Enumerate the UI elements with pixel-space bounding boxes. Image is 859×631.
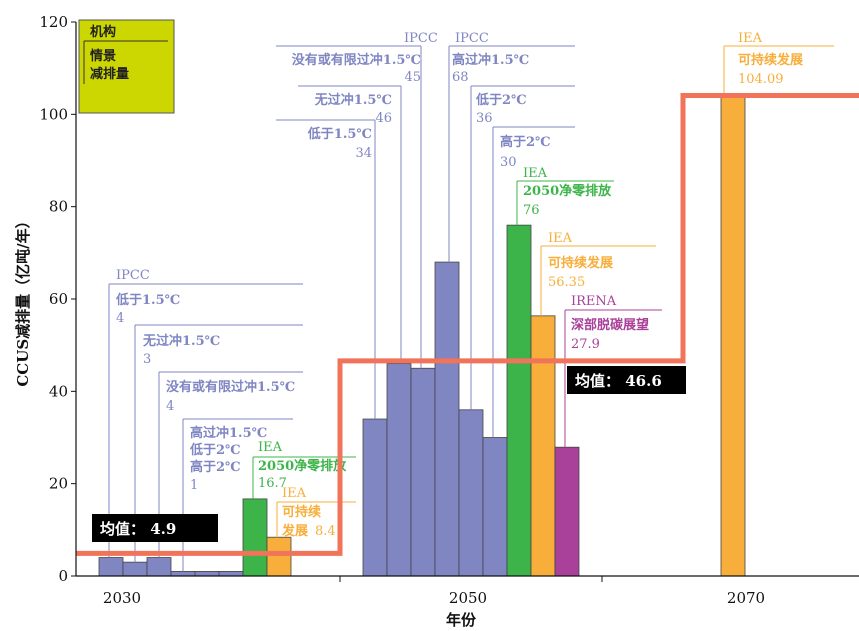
bar-2050-2 (410, 367, 436, 577)
bar-2030-4 (194, 570, 220, 577)
bar-2030-0 (98, 557, 124, 577)
average-box-2030 (92, 514, 218, 542)
y-tick-label-100: 100 (39, 105, 68, 123)
legend-org: 机构 (90, 24, 116, 40)
iea-2070-source: IEA (738, 31, 763, 46)
ipcc-2030-val-5: 1 (190, 478, 198, 493)
average-label-2050: 均值： 46.6 (575, 372, 662, 390)
ipcc-2050-l0-val: 45 (404, 70, 421, 85)
bar-2030-1 (122, 561, 148, 577)
bar-2050-0 (362, 418, 388, 577)
ipcc-2030-val-0: 4 (116, 311, 124, 326)
bar-2050-4 (458, 409, 484, 577)
bar-2050-7 (530, 315, 556, 577)
ipcc-2050-l1-scn: 无过冲1.5℃ (314, 92, 392, 108)
y-tick-label-20: 20 (49, 475, 68, 493)
iea-2070-val: 104.09 (738, 72, 784, 87)
y-tick-label-40: 40 (49, 382, 68, 400)
iea-2030-orange-scn-b: 发展 (281, 523, 309, 539)
y-tick-label-120: 120 (39, 13, 68, 31)
x-tick-label-2030: 2030 (103, 589, 141, 607)
irena-2050-val: 27.9 (571, 337, 600, 352)
ipcc-2030-scn-0: 低于1.5℃ (115, 292, 180, 308)
bar-2030-3 (170, 570, 196, 577)
bar-2070-0 (720, 95, 746, 577)
average-label-2030: 均值： 4.9 (100, 520, 176, 538)
ipcc-2030-val-1: 3 (143, 352, 151, 367)
x-tick-label-2050: 2050 (449, 589, 487, 607)
iea-2050-orange-val: 56.35 (548, 275, 585, 290)
ipcc-2050-l2-val: 34 (355, 146, 372, 161)
ipcc-2050-l2-scn: 低于1.5℃ (307, 126, 372, 142)
legend-box (78, 19, 175, 114)
ipcc-2030-scn-4: 低于2℃ (189, 442, 241, 458)
ipcc-2050-r0-scn: 高过冲1.5℃ (452, 52, 529, 68)
axes-layer: 0 20 40 60 80 100 120 2030 2050 2070 (39, 13, 859, 607)
iea-2050-green-source: IEA (523, 166, 548, 181)
iea-2030-orange-val: 8.4 (315, 524, 336, 539)
ipcc-2030-scn-1: 无过冲1.5℃ (142, 333, 220, 349)
ipcc-2050-right-source: IPCC (455, 31, 489, 46)
bar-2050-8 (554, 446, 580, 577)
iea-2030-orange-source: IEA (282, 486, 307, 501)
ipcc-2050-r1-val: 36 (476, 111, 493, 126)
ipcc-2030-val-2: 4 (166, 399, 174, 414)
bar-2030-2 (146, 557, 172, 577)
bar-2050-3 (434, 261, 460, 577)
irena-2050-source: IRENA (571, 294, 617, 309)
bar-2050-5 (482, 437, 508, 577)
iea-2050-orange-scn: 可持续发展 (548, 255, 614, 271)
y-axis-title: CCUS减排量（亿吨/年） (14, 213, 32, 386)
ipcc-2050-l1-val: 46 (375, 111, 392, 126)
bar-2030-7 (266, 536, 292, 577)
ipcc-2050-r2-scn: 高于2℃ (500, 134, 551, 150)
bar-2050-1 (386, 363, 412, 577)
ipcc-2030-source: IPCC (116, 268, 150, 283)
y-tick-label-80: 80 (49, 198, 68, 216)
ipcc-2050-l0-scn: 没有或有限过冲1.5℃ (292, 52, 421, 68)
iea-2030-orange-scn-a: 可持续 (282, 504, 321, 520)
x-tick-label-2070: 2070 (727, 589, 765, 607)
ipcc-2050-r2-val: 30 (500, 155, 517, 170)
average-box-2050 (567, 366, 686, 394)
bars-layer (98, 95, 746, 577)
ipcc-2050-r0-val: 68 (452, 70, 469, 85)
bar-2030-6 (242, 498, 268, 577)
ipcc-2050-left-source: IPCC (404, 31, 438, 46)
x-axis-title: 年份 (446, 611, 477, 629)
y-tick-label-0: 0 (58, 567, 68, 585)
ipcc-2030-scn-5: 高于2℃ (190, 459, 241, 475)
bar-2050-6 (506, 224, 532, 577)
average-step-line (76, 92, 859, 556)
iea-2050-orange-source: IEA (548, 231, 573, 246)
ipcc-2030-scn-2: 没有或有限过冲1.5℃ (166, 379, 295, 395)
ipcc-2050-r1-scn: 低于2℃ (475, 92, 527, 108)
bar-2030-5 (218, 570, 244, 577)
irena-2050-scn: 深部脱碳展望 (571, 317, 649, 333)
iea-2070-scn: 可持续发展 (738, 52, 804, 68)
annotations-layer: IPCC低于1.5℃4无过冲1.5℃3没有或有限过冲1.5℃4高过冲1.5℃低于… (108, 31, 834, 572)
ipcc-2030-scn-3: 高过冲1.5℃ (190, 425, 267, 441)
iea-2030-green-source: IEA (258, 440, 283, 455)
iea-2050-green-scn: 2050净零排放 (523, 183, 612, 199)
iea-2030-green-scn: 2050净零排放 (258, 458, 347, 474)
legend-layer: 机构 情景 减排量 (78, 19, 175, 114)
legend-scenario: 情景 (90, 48, 116, 64)
legend-reduction: 减排量 (90, 66, 129, 82)
average-layer: 均值： 4.9 均值： 46.6 (76, 92, 859, 556)
iea-2030-green-val: 16.7 (258, 476, 287, 491)
y-tick-label-60: 60 (49, 290, 68, 308)
iea-2050-green-val: 76 (523, 203, 540, 218)
